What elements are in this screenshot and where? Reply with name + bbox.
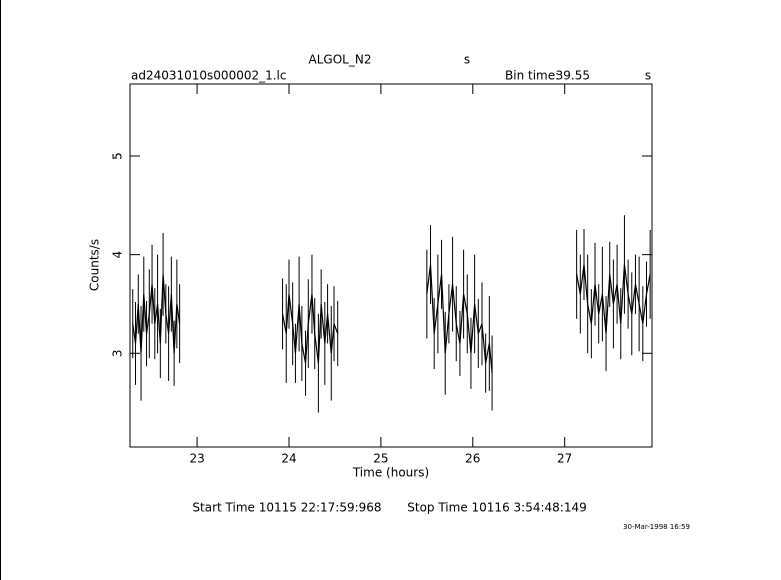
x-axis-label: Time (hours) <box>352 466 429 480</box>
bin-time-label: Bin time: <box>505 69 559 83</box>
plot-frame <box>129 83 653 448</box>
x-tick-label: 26 <box>465 452 480 466</box>
y-tick-label: 5 <box>111 152 125 160</box>
start-time: Start Time 10115 22:17:59:968 <box>192 501 381 515</box>
bin-time: 39.55 <box>556 69 590 83</box>
bin-time-unit: s <box>645 69 651 83</box>
date-stamp: 30-Mar-1998 16:59 <box>623 523 690 531</box>
x-tick-label: 23 <box>189 452 204 466</box>
light-curve <box>576 264 651 334</box>
light-curve <box>132 274 181 354</box>
light-curve <box>426 264 493 374</box>
title-unit: s <box>464 53 470 67</box>
y-axis-label: Counts/s <box>88 239 102 291</box>
y-tick-label: 3 <box>111 349 125 357</box>
x-tick-label: 27 <box>557 452 572 466</box>
file-name: ad24031010s000002_1.lc <box>131 69 287 83</box>
x-tick-label: 25 <box>373 452 388 466</box>
light-curve <box>281 294 339 364</box>
stop-time: Stop Time 10116 3:54:48:149 <box>407 501 586 515</box>
x-tick-label: 24 <box>281 452 296 466</box>
chart-title: ALGOL_N2 <box>309 53 372 67</box>
y-tick-label: 4 <box>111 251 125 259</box>
